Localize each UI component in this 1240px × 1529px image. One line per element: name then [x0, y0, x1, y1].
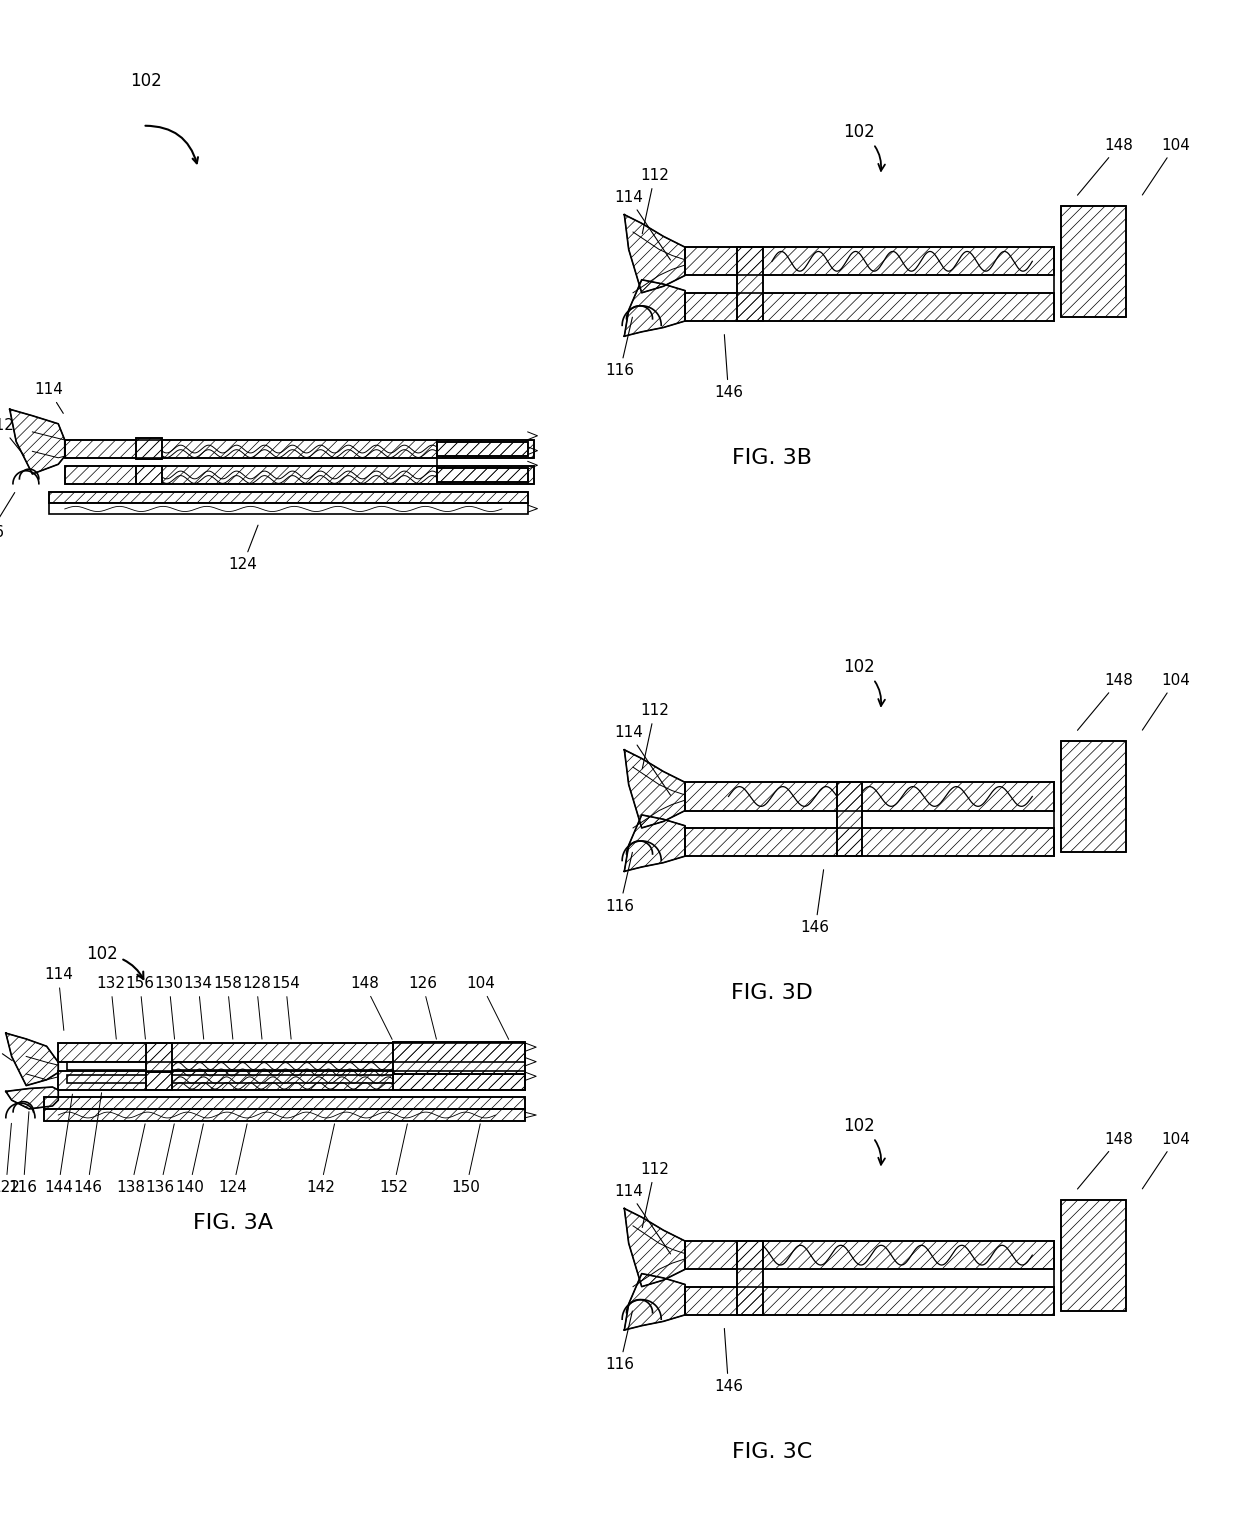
FancyBboxPatch shape — [146, 1072, 172, 1090]
FancyBboxPatch shape — [48, 492, 528, 503]
Text: 116: 116 — [9, 1112, 37, 1196]
FancyBboxPatch shape — [684, 292, 1054, 321]
Text: FIG. 3B: FIG. 3B — [732, 448, 812, 468]
Text: 130: 130 — [155, 976, 184, 1040]
Text: 102: 102 — [86, 945, 144, 979]
FancyBboxPatch shape — [684, 1242, 1054, 1269]
Text: 156: 156 — [125, 976, 154, 1040]
Text: 136: 136 — [146, 1124, 175, 1196]
Text: 154: 154 — [272, 976, 300, 1040]
Text: 140: 140 — [175, 1124, 203, 1196]
Text: 114: 114 — [614, 190, 671, 260]
Text: 152: 152 — [379, 1124, 408, 1196]
Text: 114: 114 — [35, 382, 63, 413]
FancyBboxPatch shape — [436, 468, 528, 482]
Text: 102: 102 — [843, 1118, 885, 1165]
FancyBboxPatch shape — [48, 503, 528, 514]
FancyBboxPatch shape — [43, 1109, 525, 1121]
Text: 116: 116 — [605, 1310, 635, 1372]
FancyBboxPatch shape — [684, 248, 1054, 275]
Text: 114: 114 — [614, 1183, 671, 1254]
Text: 104: 104 — [1142, 1131, 1190, 1190]
Text: 138: 138 — [117, 1124, 145, 1196]
Text: 112: 112 — [640, 1162, 670, 1228]
FancyBboxPatch shape — [136, 466, 162, 483]
FancyBboxPatch shape — [1060, 206, 1126, 317]
Text: 146: 146 — [714, 1329, 743, 1394]
Text: 146: 146 — [801, 870, 830, 936]
Text: 104: 104 — [466, 976, 508, 1040]
FancyBboxPatch shape — [393, 1073, 525, 1090]
Text: FIG. 3A: FIG. 3A — [193, 1212, 273, 1232]
FancyBboxPatch shape — [146, 1043, 172, 1072]
Text: 122: 122 — [0, 1124, 20, 1196]
FancyBboxPatch shape — [737, 248, 763, 321]
Text: 114: 114 — [614, 725, 671, 795]
FancyBboxPatch shape — [1060, 742, 1126, 852]
Text: 116: 116 — [605, 317, 635, 378]
FancyBboxPatch shape — [837, 783, 862, 856]
FancyBboxPatch shape — [684, 827, 1054, 856]
FancyBboxPatch shape — [436, 442, 528, 456]
FancyBboxPatch shape — [136, 439, 162, 459]
Text: 112: 112 — [640, 168, 670, 234]
Text: 112: 112 — [640, 703, 670, 769]
Text: 102: 102 — [843, 124, 885, 171]
FancyBboxPatch shape — [67, 1061, 510, 1070]
Text: 116: 116 — [0, 492, 15, 540]
FancyBboxPatch shape — [393, 1041, 525, 1073]
Text: 146: 146 — [73, 1093, 102, 1196]
Text: 134: 134 — [184, 976, 212, 1040]
Text: 114: 114 — [43, 968, 73, 1031]
Text: 148: 148 — [1078, 1131, 1133, 1190]
FancyBboxPatch shape — [684, 783, 1054, 810]
Text: 148: 148 — [1078, 138, 1133, 196]
Text: 112: 112 — [0, 417, 24, 456]
Text: 102: 102 — [843, 659, 885, 706]
FancyBboxPatch shape — [58, 1043, 525, 1063]
Text: 128: 128 — [242, 976, 270, 1040]
Text: 150: 150 — [451, 1124, 481, 1196]
Text: 102: 102 — [130, 72, 161, 90]
Text: 104: 104 — [1142, 138, 1190, 196]
Text: FIG. 3D: FIG. 3D — [730, 983, 813, 1003]
FancyBboxPatch shape — [1060, 1200, 1126, 1310]
Text: 116: 116 — [605, 852, 635, 913]
Text: 126: 126 — [408, 976, 436, 1040]
FancyBboxPatch shape — [737, 1242, 763, 1315]
Text: 112: 112 — [0, 1035, 12, 1061]
Text: 124: 124 — [218, 1124, 248, 1196]
Text: 132: 132 — [97, 976, 125, 1040]
Text: 124: 124 — [228, 524, 258, 572]
Text: 104: 104 — [1142, 673, 1190, 731]
FancyBboxPatch shape — [64, 466, 534, 483]
FancyBboxPatch shape — [684, 1286, 1054, 1315]
Text: FIG. 3C: FIG. 3C — [732, 1442, 812, 1462]
Text: 146: 146 — [714, 335, 743, 401]
Text: 148: 148 — [350, 976, 392, 1040]
Text: 158: 158 — [213, 976, 242, 1040]
FancyBboxPatch shape — [67, 1075, 510, 1083]
Text: 148: 148 — [1078, 673, 1133, 731]
Text: 144: 144 — [43, 1095, 73, 1196]
FancyBboxPatch shape — [64, 440, 534, 457]
Text: 142: 142 — [306, 1124, 335, 1196]
FancyBboxPatch shape — [43, 1096, 525, 1109]
FancyBboxPatch shape — [58, 1070, 525, 1090]
